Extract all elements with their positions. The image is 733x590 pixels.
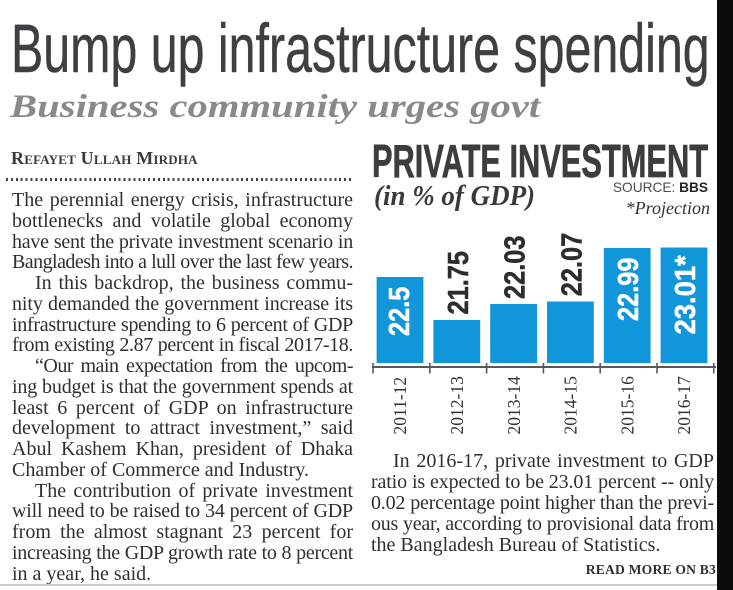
svg-text:2011-12: 2011-12 [390, 377, 410, 435]
svg-text:22.99: 22.99 [612, 258, 645, 321]
svg-text:22.5: 22.5 [382, 287, 415, 336]
svg-text:2014-15: 2014-15 [561, 376, 581, 435]
svg-text:22.03: 22.03 [498, 236, 531, 299]
svg-text:2015-16: 2015-16 [617, 376, 637, 435]
svg-text:22.07: 22.07 [555, 233, 588, 296]
svg-text:23.01*: 23.01* [668, 255, 701, 334]
svg-text:2012-13: 2012-13 [447, 376, 467, 435]
svg-text:2013-14: 2013-14 [504, 376, 524, 435]
svg-text:2016-17: 2016-17 [674, 376, 694, 435]
svg-text:21.75: 21.75 [441, 251, 474, 314]
